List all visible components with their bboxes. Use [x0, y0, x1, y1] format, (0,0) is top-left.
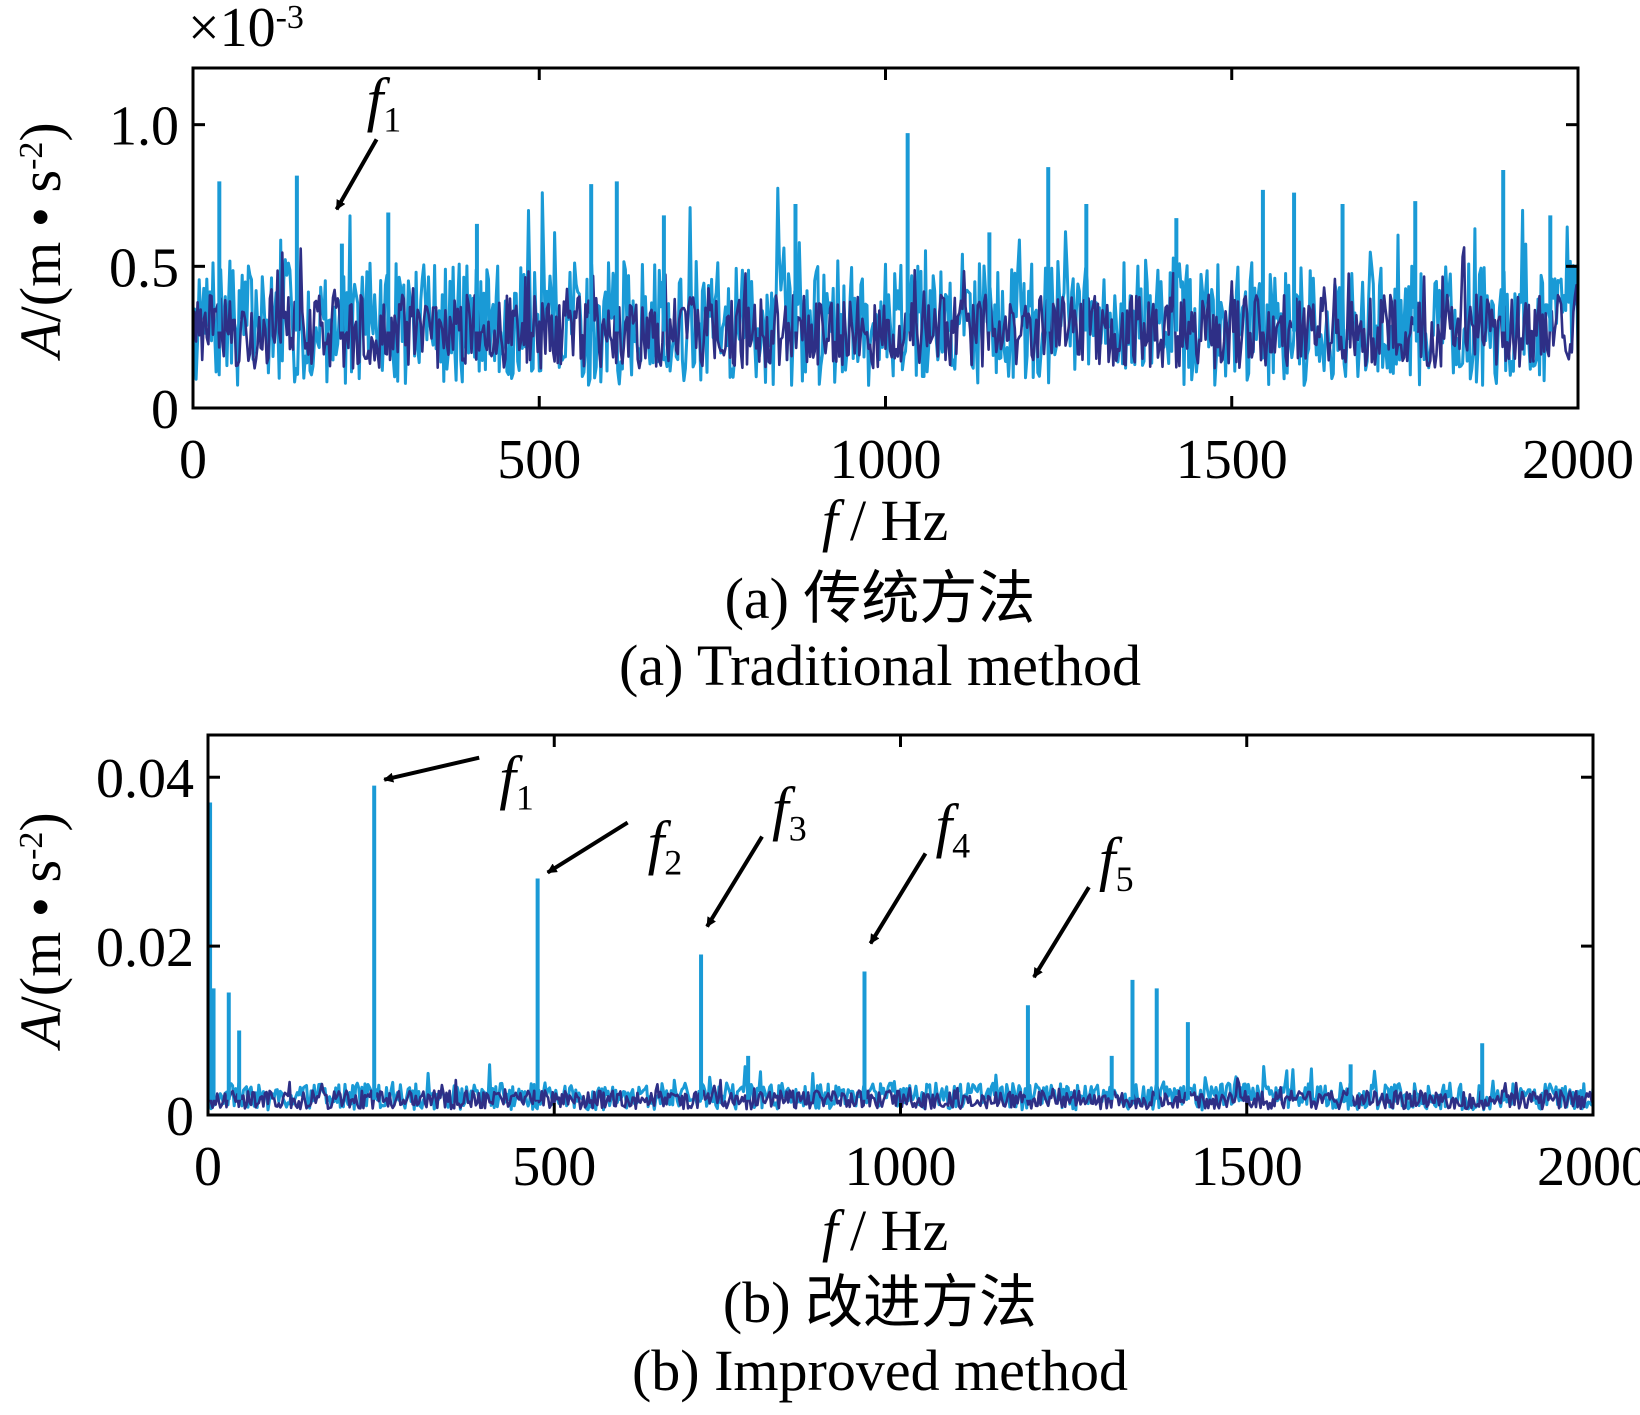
panel-a-plot-area: [191, 66, 1580, 410]
panel-b-annotation-arrow: [383, 755, 480, 783]
panel-b-plot-area: [206, 733, 1595, 1117]
panel-a-caption-cn: (a) 传统方法: [725, 566, 1036, 631]
panel-a-x-tick-label: 2000: [1522, 429, 1634, 491]
panel-a-y-tick-label: 1.0: [109, 96, 179, 158]
panel-b-annotation-label: f5: [1099, 826, 1134, 899]
panel-a-x-axis-label: f / Hz: [822, 488, 948, 553]
panel-a-y-tick-labels: 0 0.5 1.0: [109, 96, 179, 441]
panel-b: 0 500 1000 1500 2000 0 0.02 0.04 f / Hz A/(m • …: [8, 733, 1640, 1403]
panel-b-caption-cn: (b) 改进方法: [723, 1270, 1037, 1335]
panel-b-annotation-label: f3: [772, 776, 807, 849]
panel-a-caption-en: (a) Traditional method: [619, 633, 1141, 698]
panel-a-annotation-label: f1: [367, 66, 402, 139]
panel-b-y-tick-label: 0: [166, 1086, 194, 1148]
panel-a-ticks: [191, 68, 1580, 410]
panel-b-annotation-label: f1: [499, 745, 534, 818]
panel-b-y-tick-label: 0.04: [96, 748, 194, 810]
panel-a-x-tick-label: 1500: [1176, 429, 1288, 491]
panel-b-series-2: [206, 1077, 1595, 1111]
panel-b-annotation-arrow: [705, 835, 764, 928]
panel-a-y-scale: ×10-3: [188, 0, 304, 59]
panel-b-y-tick-label: 0.02: [96, 917, 194, 979]
panel-b-annotation-arrow: [868, 852, 928, 945]
panel-a-series-2: [191, 246, 1580, 370]
panel-b-x-tick-label: 0: [194, 1136, 222, 1198]
panel-b-x-tick-label: 1000: [845, 1136, 957, 1198]
panel-b-caption-en: (b) Improved method: [632, 1338, 1128, 1403]
panel-b-series: [206, 785, 1595, 1112]
panel-b-y-tick-labels: 0 0.02 0.04: [96, 748, 194, 1148]
panel-b-axes-frame: [206, 733, 1595, 1117]
panel-b-annotation-arrow: [1032, 886, 1091, 979]
panel-a-annotation-arrow: [334, 138, 379, 211]
panel-b-annotations: f1 f2 f3 f4 f5: [383, 745, 1134, 979]
panel-b-x-axis-label: f / Hz: [822, 1198, 948, 1263]
panel-a-x-tick-label: 500: [497, 429, 581, 491]
panel-b-y-axis-label: A/(m • s-2): [8, 812, 73, 1052]
panel-a-x-tick-labels: 0 500 1000 1500 2000: [179, 429, 1634, 491]
panel-a-y-tick-label: 0.5: [109, 237, 179, 299]
panel-b-x-tick-label: 2000: [1537, 1136, 1640, 1198]
panel-b-ticks: [206, 735, 1595, 1117]
panel-a-x-tick-label: 1000: [830, 429, 942, 491]
panel-a-annotations: f1: [334, 66, 402, 211]
panel-a: ×10-3 0 500 1000 1500 2000 0 0.5 1.0 f / Hz A/(…: [8, 0, 1634, 698]
panel-b-annotation-label: f4: [935, 792, 970, 865]
panel-a-series: [191, 133, 1580, 387]
panel-b-x-tick-labels: 0 500 1000 1500 2000: [194, 1136, 1640, 1198]
panel-a-y-axis-label: A/(m • s-2): [8, 122, 73, 362]
panel-b-x-tick-label: 1500: [1191, 1136, 1303, 1198]
panel-a-series-1: [191, 186, 1580, 387]
panel-b-x-tick-label: 500: [512, 1136, 596, 1198]
panel-a-x-tick-label: 0: [179, 429, 207, 491]
panel-a-y-tick-label: 0: [151, 379, 179, 441]
panel-b-annotation-label: f2: [648, 810, 683, 883]
panel-b-annotation-arrow: [546, 820, 629, 875]
